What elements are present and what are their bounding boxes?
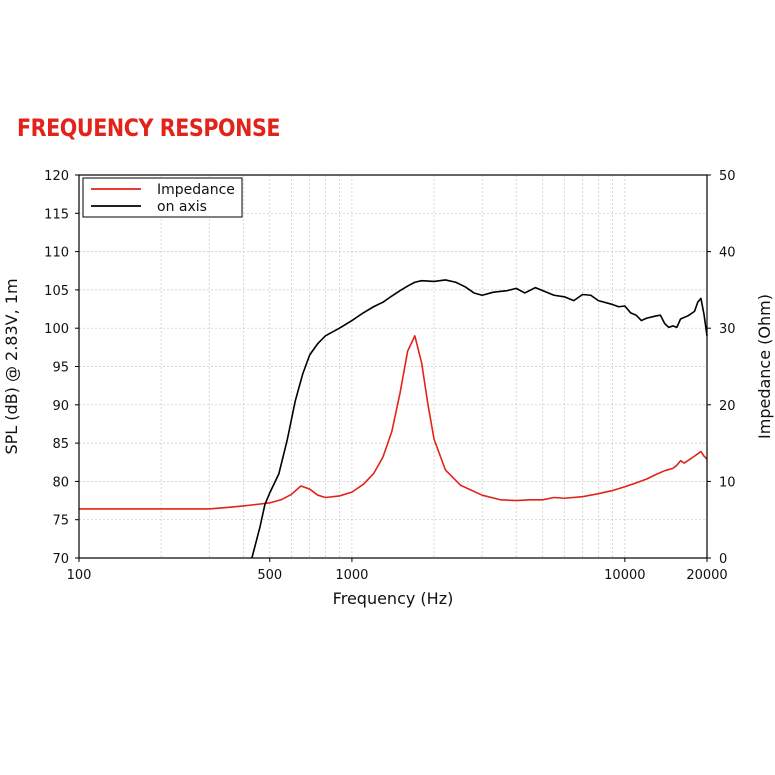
y-tick-label: 70 [52,552,69,567]
y2-axis-label: Impedance (Ohm) [755,294,774,439]
y-tick-label: 75 [52,514,69,529]
page-title: FREQUENCY RESPONSE [17,114,281,142]
series-line-on-axis [251,279,708,559]
y2-tick-label: 50 [719,169,736,184]
y-axis-label: SPL (dB) @ 2.83V, 1m [2,278,21,454]
y-tick-label: 120 [44,169,69,184]
y-tick-label: 100 [44,322,69,337]
tick-labels: 100 500 1000 10000 2000070758085909510010511… [44,169,735,583]
y2-tick-label: 0 [719,552,727,567]
y-tick-label: 85 [52,437,69,452]
x-tick-label: 100 [67,568,92,583]
y2-tick-label: 20 [719,399,736,414]
legend: Impedance on axis [82,177,243,218]
series-line-impedance [79,335,708,510]
x-tick-label: 1000 [335,568,368,583]
y-tick-label: 115 [44,207,69,222]
series-lines [79,279,708,559]
y-tick-label: 90 [52,399,69,414]
x-tick-label: 500 [257,568,282,583]
y2-tick-label: 10 [719,475,736,490]
y-tick-label: 80 [52,475,69,490]
x-axis-label: Frequency (Hz) [333,589,454,608]
legend-label-impedance: Impedance [157,182,235,198]
y-tick-label: 105 [44,284,69,299]
grid [79,175,707,558]
legend-box [82,177,243,218]
x-tick-label: 10000 [604,568,645,583]
y2-tick-label: 40 [719,246,736,261]
y-tick-label: 110 [44,246,69,261]
y-tick-label: 95 [52,361,69,376]
y2-tick-label: 30 [719,322,736,337]
x-tick-label: 20000 [686,568,727,583]
plot-frame [78,174,708,559]
legend-label-on-axis: on axis [157,199,207,215]
